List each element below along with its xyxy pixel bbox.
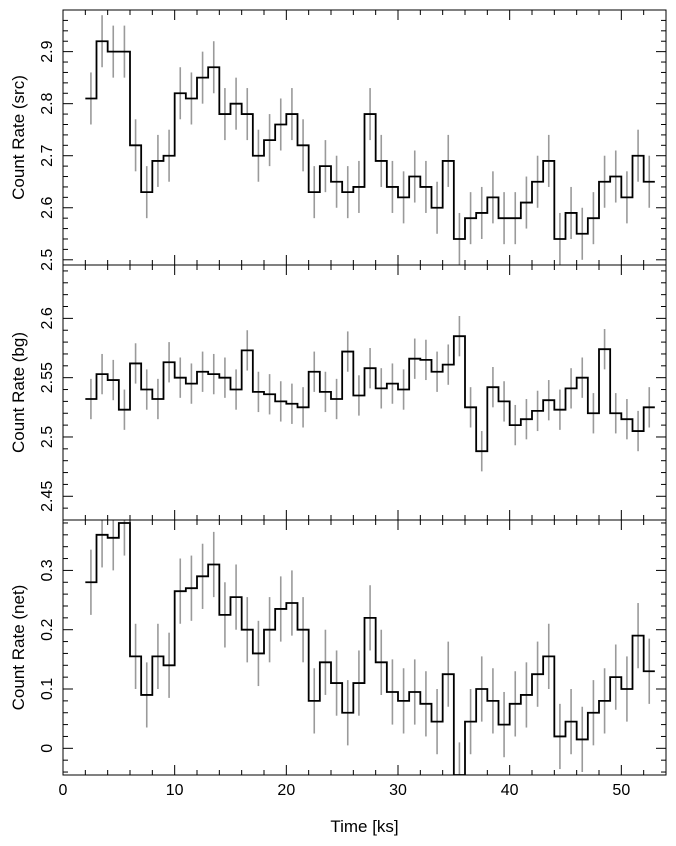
y-tick-label: 2.5 [39,426,56,448]
step-line [85,40,655,240]
y-tick-label: 2.9 [39,40,56,62]
y-tick-label: 2.5 [39,249,56,271]
y-tick-label: 2.8 [39,92,56,114]
plot-area [85,15,655,265]
x-axis-label: Time [ks] [330,817,398,836]
panel-frame [62,519,667,776]
plot-area [85,316,655,472]
panel-2: 2.45 2.5 2.55 2.6 Count Rate (bg) [9,264,667,521]
y-tick-label: 2.6 [39,197,56,219]
y-axis-label: Count Rate (src) [9,75,28,200]
x-tick-label: 30 [389,782,407,799]
y-tick-label: 2.55 [39,362,56,393]
y-tick-label: 0.2 [39,618,56,640]
x-tick-label: 0 [59,782,68,799]
y-tick-label: 2.45 [39,481,56,512]
y-tick-label: 2.7 [39,144,56,166]
panel-1: 2.5 2.6 2.7 2.8 2.9 Count Rate (src) [9,9,667,271]
y-tick-label: 0.1 [39,678,56,700]
step-line [85,335,655,453]
y-tick-label: 2.6 [39,307,56,329]
y-tick-label: 0 [39,744,56,753]
x-tick-label: 50 [612,782,630,799]
step-line [85,522,655,775]
x-tick-label: 10 [166,782,184,799]
panel-3: 0 0.1 0.2 0.3 Count Rate (net) 0 10 20 30 40 50 Tim… [9,519,667,836]
y-axis-label: Count Rate (bg) [9,332,28,453]
x-tick-label: 20 [277,782,295,799]
x-tick-label: 40 [501,782,519,799]
y-axis-label: Count Rate (net) [9,585,28,711]
plot-area [85,520,655,775]
y-tick-label: 0.3 [39,559,56,581]
